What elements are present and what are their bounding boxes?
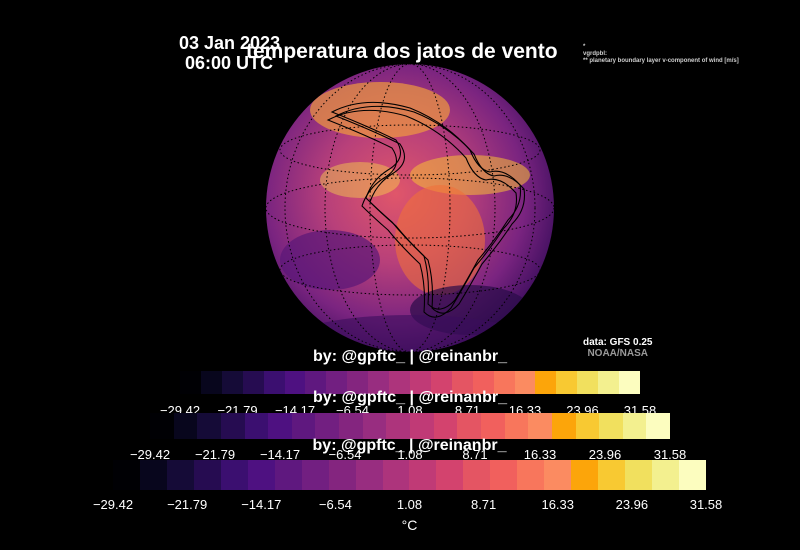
colorbar-swatch <box>535 371 557 394</box>
colorbar-swatch <box>528 413 552 439</box>
colorbar-swatch <box>166 460 194 490</box>
credit-label: by: @gpftc_ | @reinanbr_ <box>313 389 507 406</box>
colorbar-swatch <box>220 413 245 439</box>
colorbar-swatch <box>355 460 383 490</box>
colorbar-swatch <box>544 460 572 490</box>
colorbar-tick-label: −21.79 <box>167 497 208 512</box>
colorbar-swatch <box>625 460 653 490</box>
colorbar-swatch <box>490 460 518 490</box>
colorbar-tick-label: 31.58 <box>653 447 687 462</box>
colorbar-swatch <box>571 460 599 490</box>
colorbar-tick-label: −29.42 <box>129 447 171 462</box>
colorbar-swatch <box>598 371 620 394</box>
colorbar-swatch <box>409 371 431 394</box>
colorbar <box>150 413 671 439</box>
credit-label: by: @gpftc_ | @reinanbr_ <box>312 437 507 454</box>
colorbar-tick-label: −6.54 <box>328 447 362 462</box>
colorbar-swatch <box>433 413 458 439</box>
colorbar-swatch <box>347 371 369 394</box>
map-title: temperatura dos jatos de vento <box>246 40 558 63</box>
colorbar-swatch <box>113 460 140 490</box>
colorbar-swatch <box>301 460 329 490</box>
colorbar-swatch <box>386 413 411 439</box>
colorbar-tick-label: 16.33 <box>523 447 557 462</box>
colorbar-swatch <box>197 413 221 439</box>
colorbar-swatch <box>577 371 599 394</box>
colorbar-swatch <box>430 371 452 394</box>
colorbar-swatch <box>244 413 269 439</box>
colorbar-swatch <box>200 371 222 394</box>
colorbar-swatch <box>291 413 316 439</box>
colorbar-tick-label: 1.08 <box>397 447 423 462</box>
colorbar <box>180 371 640 394</box>
colorbar-tick-label: −14.17 <box>259 447 301 462</box>
credit-label: by: @gpftc_ | @reinanbr_ <box>313 348 507 365</box>
colorbar-swatch <box>368 371 390 394</box>
colorbar-tick-label: −29.42 <box>92 497 134 512</box>
colorbar-swatch <box>652 460 680 490</box>
colorbar-swatch <box>284 371 306 394</box>
colorbar-swatch <box>514 371 536 394</box>
colorbar-swatch <box>326 371 348 394</box>
colorbar-swatch <box>180 371 201 394</box>
colorbar-unit: °C <box>401 517 418 533</box>
colorbar-swatch <box>619 371 640 394</box>
colorbar-tick-label: 23.96 <box>615 497 649 512</box>
colorbar-swatch <box>598 460 626 490</box>
colorbar-swatch <box>274 460 302 490</box>
colorbar-swatch <box>436 460 464 490</box>
colorbar-swatch <box>504 413 529 439</box>
colorbar-swatch <box>575 413 600 439</box>
colorbar-swatch <box>173 413 198 439</box>
colorbar-swatch <box>410 413 434 439</box>
colorbar-swatch <box>247 460 275 490</box>
colorbar <box>113 460 706 490</box>
variable-legend: * vgrdpbl: ** planetary boundary layer v… <box>583 44 739 64</box>
colorbar-swatch <box>622 413 647 439</box>
colorbar-swatch <box>220 460 248 490</box>
colorbar-tick-label: 8.71 <box>470 497 497 512</box>
colorbar-swatch <box>362 413 387 439</box>
colorbar-swatch <box>451 371 473 394</box>
colorbar-swatch <box>599 413 623 439</box>
date-label: 03 Jan 2023 06:00 UTC <box>179 33 281 73</box>
colorbar-tick-label: 8.71 <box>462 447 488 462</box>
colorbar-swatch <box>328 460 356 490</box>
colorbar-swatch <box>646 413 671 439</box>
colorbar-tick-label: −6.54 <box>318 497 352 512</box>
colorbar-swatch <box>463 460 491 490</box>
colorbar-swatch <box>457 413 481 439</box>
colorbar-swatch <box>382 460 410 490</box>
colorbar-tick-label: 1.08 <box>396 497 423 512</box>
colorbar-swatch <box>493 371 515 394</box>
colorbar-swatch <box>679 460 706 490</box>
colorbar-tick-label: 23.96 <box>588 447 622 462</box>
data-source: data: GFS 0.25 NOAA/NASA <box>583 337 653 359</box>
colorbar-swatch <box>472 371 494 394</box>
colorbar-swatch <box>517 460 545 490</box>
colorbar-swatch <box>315 413 340 439</box>
colorbar-swatch <box>193 460 221 490</box>
colorbar-swatch <box>409 460 437 490</box>
colorbar-swatch <box>221 371 243 394</box>
colorbar-swatch <box>339 413 363 439</box>
colorbar-swatch <box>268 413 292 439</box>
colorbar-swatch <box>139 460 167 490</box>
colorbar-swatch <box>263 371 285 394</box>
colorbar-swatch <box>480 413 505 439</box>
colorbar-swatch <box>556 371 578 394</box>
colorbar-tick-label: 31.58 <box>689 497 723 512</box>
colorbar-swatch <box>389 371 410 394</box>
colorbar-swatch <box>305 371 327 394</box>
colorbar-swatch <box>242 371 264 394</box>
colorbar-swatch <box>150 413 174 439</box>
colorbar-swatch <box>551 413 576 439</box>
colorbar-tick-label: −21.79 <box>194 447 236 462</box>
colorbar-tick-label: −14.17 <box>241 497 282 512</box>
colorbar-tick-label: 16.33 <box>541 497 575 512</box>
